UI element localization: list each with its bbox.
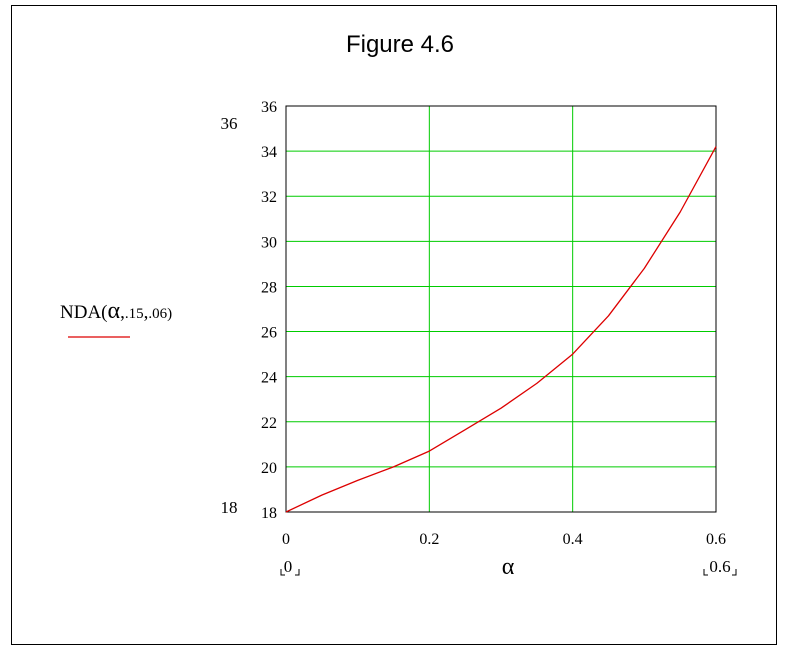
y-limit-min: 18 [221,498,238,517]
x-tick-label: 0 [282,531,290,548]
series-group [285,146,717,513]
y-label-prefix: NDA( [60,302,108,323]
x-tick-label: 0.4 [563,531,583,548]
y-tick-label: 30 [261,234,277,251]
x-axis-label: α [502,554,515,580]
y-tick-label: 18 [261,505,277,522]
y-tick-label: 20 [261,460,277,477]
x-limit-max-bracket [703,569,737,576]
y-limit-max: 36 [221,114,238,133]
y-axis-label: NDA(α,.15,.06) [60,298,172,324]
x-limit-min: 0 [284,557,293,576]
plot-border [285,105,717,513]
y-tick-label: 28 [261,279,277,296]
y-tick-label: 24 [261,370,277,387]
y-label-alpha: α [108,298,121,324]
y-label-comma2: , [144,302,149,323]
y-label-arg2: .06) [148,306,172,322]
x-limit-min-bracket [280,569,300,576]
y-label-arg1: .15 [125,306,144,322]
y-tick-label: 26 [261,325,277,342]
series-line [285,146,717,513]
y-label-comma: , [120,302,125,323]
x-tick-label: 0.6 [706,531,726,548]
chart-title: Figure 4.6 [346,31,454,58]
y-tick-label: 34 [261,144,277,161]
y-tick-labels: 18 20 22 24 26 28 30 32 34 36 [261,99,277,522]
x-limit-max: 0.6 [709,557,730,576]
x-tick-label: 0.2 [419,531,439,548]
y-tick-label: 22 [261,415,277,432]
y-tick-label: 32 [261,189,277,206]
y-tick-label: 36 [261,99,277,116]
x-tick-labels: 0 0.2 0.4 0.6 [282,531,726,548]
grid [286,106,716,512]
figure-frame [11,5,777,645]
